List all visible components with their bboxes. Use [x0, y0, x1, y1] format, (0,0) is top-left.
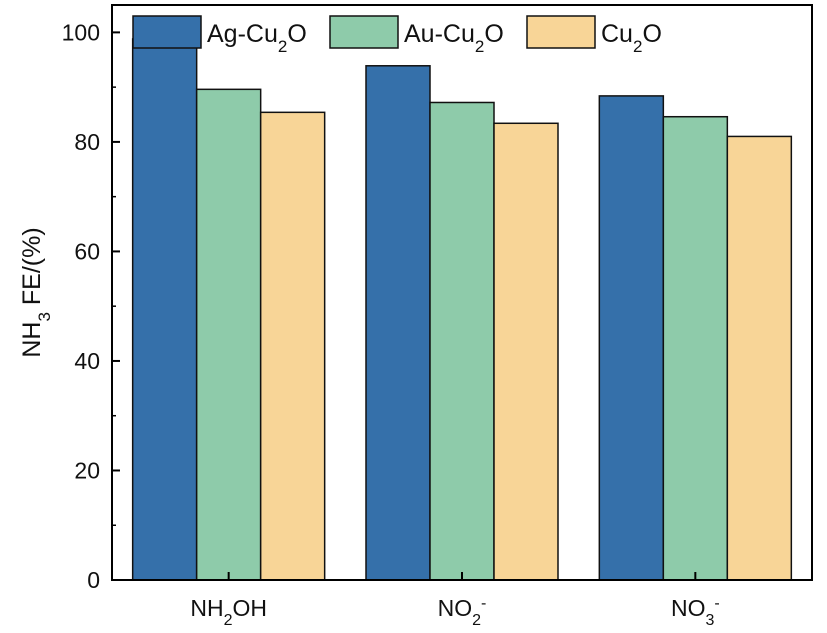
legend-label-au-cu2o: Au-Cu2O: [404, 20, 504, 56]
legend-swatch-au-cu2o: [329, 15, 399, 49]
y-tick-label: 20: [74, 457, 100, 483]
bar-au-cu2o-no3-: [662, 115, 729, 581]
x-tick-label: NO2-: [438, 595, 487, 629]
bar-ag-cu2o-nh2oh: [131, 38, 198, 581]
bar-ag-cu2o-no2-: [365, 65, 431, 581]
x-tick-label: NH2OH: [190, 595, 267, 629]
bar-cu2o-nh2oh: [259, 111, 326, 581]
y-tick-label: 40: [74, 348, 100, 374]
y-tick-label: 60: [74, 238, 100, 264]
bar-au-cu2o-no2-: [429, 101, 495, 581]
bar-au-cu2o-nh2oh: [195, 88, 262, 581]
y-axis-label: NH3 FE/(%): [18, 227, 54, 357]
y-ticks: 0 20 40 60 80 100: [62, 19, 120, 593]
y-tick-label: 80: [74, 129, 100, 155]
x-ticks: NH2OH NO2- NO3-: [190, 572, 720, 629]
bar-ag-cu2o-no3-: [598, 95, 665, 581]
legend-label-ag-cu2o: Ag-Cu2O: [207, 20, 307, 56]
bar-cu2o-no2-: [493, 122, 559, 581]
legend: Ag-Cu2O Au-Cu2O Cu2O: [132, 15, 662, 56]
legend-swatch-cu2o: [526, 15, 596, 49]
legend-swatch-ag-cu2o: [132, 15, 202, 49]
bars-group: [131, 38, 793, 581]
y-tick-label: 100: [62, 19, 100, 45]
x-tick-label: NO3-: [671, 595, 720, 629]
legend-label-cu2o: Cu2O: [601, 20, 662, 56]
bar-cu2o-no3-: [726, 135, 793, 581]
y-tick-label: 0: [87, 567, 100, 593]
plot-frame: [111, 4, 813, 581]
